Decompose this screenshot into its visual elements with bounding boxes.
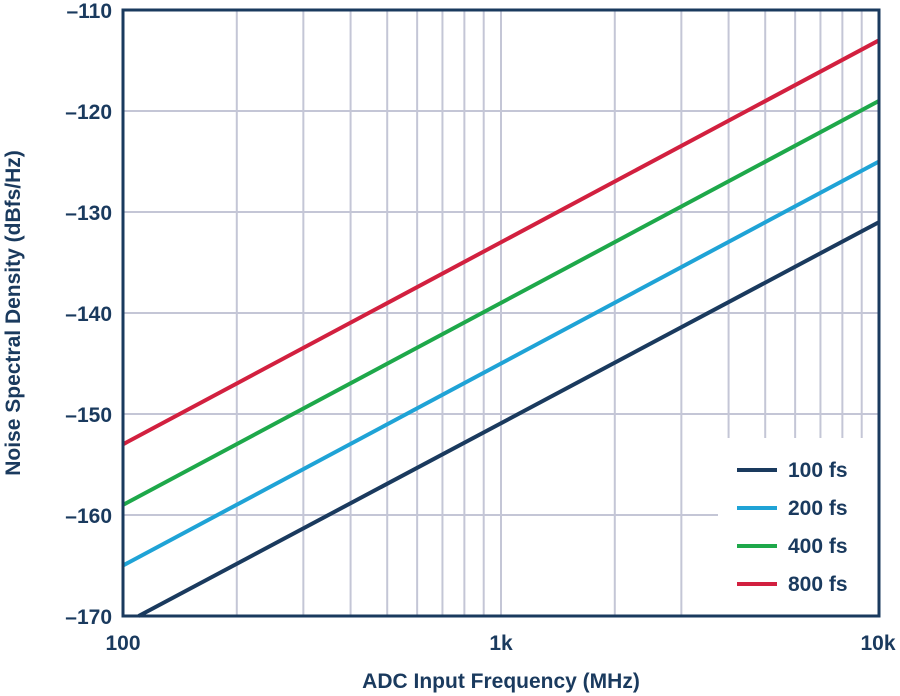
series-lines <box>122 38 880 618</box>
tick-labels: –110 –120 –130 –140 –150 –160 –170 100 1k 10k <box>65 0 896 655</box>
y-tick-label: –150 <box>65 404 112 427</box>
series-line-400-fs <box>122 99 880 507</box>
grid <box>123 10 879 616</box>
plot-frame <box>121 8 881 618</box>
legend-label-200-fs: 200 fs <box>788 497 848 520</box>
y-tick-label: –110 <box>66 0 112 23</box>
series-line-800-fs <box>122 38 880 447</box>
y-tick-label: –170 <box>65 606 112 629</box>
x-axis-title: ADC Input Frequency (MHz) <box>362 670 640 693</box>
y-tick-label: –160 <box>65 505 112 528</box>
y-axis-title: Noise Spectral Density (dBfs/Hz) <box>2 150 25 476</box>
y-tick-label: –140 <box>65 303 112 326</box>
legend-label-800-fs: 800 fs <box>788 573 848 596</box>
x-tick-label: 10k <box>860 632 895 655</box>
x-tick-label: 100 <box>105 632 140 655</box>
y-tick-label: –130 <box>65 202 112 225</box>
legend: 100 fs 200 fs 400 fs 800 fs <box>718 438 877 614</box>
series-line-100-fs <box>137 220 880 618</box>
legend-label-400-fs: 400 fs <box>788 535 848 558</box>
y-tick-label: –120 <box>65 101 112 124</box>
x-tick-label: 1k <box>489 632 513 655</box>
legend-label-100-fs: 100 fs <box>788 459 848 482</box>
series-line-200-fs <box>122 159 880 568</box>
